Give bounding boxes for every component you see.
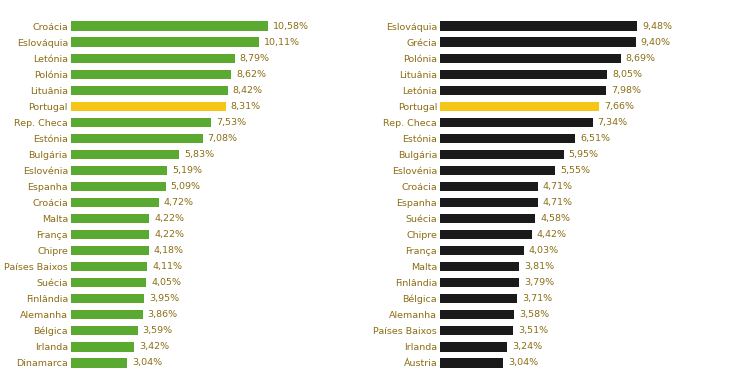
Text: 7,66%: 7,66% — [605, 102, 634, 111]
Text: 8,05%: 8,05% — [613, 70, 642, 79]
Bar — [440, 246, 524, 256]
Bar — [71, 342, 135, 352]
Text: 9,48%: 9,48% — [642, 22, 672, 31]
Text: 4,05%: 4,05% — [151, 278, 181, 287]
Text: 4,42%: 4,42% — [537, 230, 567, 239]
Text: 4,11%: 4,11% — [152, 262, 182, 271]
Text: 4,22%: 4,22% — [155, 214, 184, 223]
Text: 10,58%: 10,58% — [273, 22, 309, 31]
Bar — [440, 117, 593, 127]
Bar — [71, 54, 235, 63]
Bar — [440, 133, 576, 143]
Bar — [71, 262, 147, 272]
Text: 7,98%: 7,98% — [611, 86, 641, 95]
Bar — [440, 358, 503, 368]
Bar — [71, 133, 203, 143]
Bar — [71, 246, 149, 256]
Text: 7,34%: 7,34% — [598, 118, 628, 127]
Text: 3,24%: 3,24% — [512, 342, 542, 351]
Bar — [71, 182, 166, 191]
Text: 8,31%: 8,31% — [231, 102, 260, 111]
Bar — [440, 150, 564, 159]
Text: 7,53%: 7,53% — [216, 118, 246, 127]
Bar — [71, 102, 226, 111]
Text: 4,22%: 4,22% — [155, 230, 184, 239]
Bar — [71, 86, 228, 95]
Text: 5,55%: 5,55% — [560, 166, 591, 175]
Text: 3,59%: 3,59% — [143, 326, 172, 335]
Bar — [71, 294, 144, 303]
Text: 6,51%: 6,51% — [580, 134, 610, 143]
Text: 4,58%: 4,58% — [540, 214, 571, 223]
Text: 9,40%: 9,40% — [641, 38, 670, 47]
Text: 8,79%: 8,79% — [240, 54, 269, 63]
Text: 3,71%: 3,71% — [522, 294, 552, 303]
Text: 3,95%: 3,95% — [149, 294, 179, 303]
Bar — [71, 278, 147, 287]
Text: 3,58%: 3,58% — [519, 310, 550, 319]
Bar — [440, 278, 519, 287]
Bar — [440, 198, 538, 207]
Bar — [71, 70, 232, 79]
Bar — [71, 230, 149, 239]
Text: 5,19%: 5,19% — [172, 166, 202, 175]
Bar — [71, 150, 179, 159]
Text: 10,11%: 10,11% — [264, 38, 300, 47]
Bar — [71, 166, 167, 175]
Text: 4,03%: 4,03% — [529, 246, 559, 255]
Text: 3,51%: 3,51% — [518, 326, 548, 335]
Bar — [440, 262, 519, 272]
Bar — [440, 54, 621, 63]
Text: 3,81%: 3,81% — [524, 262, 554, 271]
Bar — [71, 214, 149, 223]
Text: 4,72%: 4,72% — [164, 198, 194, 207]
Bar — [440, 182, 538, 191]
Bar — [440, 86, 606, 95]
Text: 4,71%: 4,71% — [543, 198, 573, 207]
Text: 8,42%: 8,42% — [232, 86, 263, 95]
Bar — [71, 198, 158, 207]
Text: 5,09%: 5,09% — [170, 182, 201, 191]
Text: 3,79%: 3,79% — [524, 278, 554, 287]
Bar — [440, 310, 514, 319]
Bar — [440, 37, 636, 47]
Text: 7,08%: 7,08% — [208, 134, 238, 143]
Text: 8,69%: 8,69% — [626, 54, 656, 63]
Text: 8,62%: 8,62% — [236, 70, 266, 79]
Bar — [440, 70, 608, 79]
Bar — [71, 37, 259, 47]
Bar — [71, 21, 268, 31]
Bar — [440, 342, 508, 352]
Text: 5,83%: 5,83% — [184, 150, 215, 159]
Text: 3,86%: 3,86% — [147, 310, 178, 319]
Bar — [440, 102, 599, 111]
Text: 4,18%: 4,18% — [153, 246, 184, 255]
Bar — [440, 21, 637, 31]
Bar — [440, 326, 513, 335]
Text: 3,04%: 3,04% — [508, 358, 538, 367]
Text: 3,42%: 3,42% — [139, 342, 169, 351]
Bar — [71, 310, 143, 319]
Text: 5,95%: 5,95% — [569, 150, 599, 159]
Bar — [440, 230, 532, 239]
Text: 3,04%: 3,04% — [132, 358, 162, 367]
Bar — [71, 326, 138, 335]
Bar — [440, 166, 556, 175]
Text: 4,71%: 4,71% — [543, 182, 573, 191]
Bar — [440, 214, 535, 223]
Bar — [71, 117, 211, 127]
Bar — [440, 294, 517, 303]
Bar — [71, 358, 127, 368]
